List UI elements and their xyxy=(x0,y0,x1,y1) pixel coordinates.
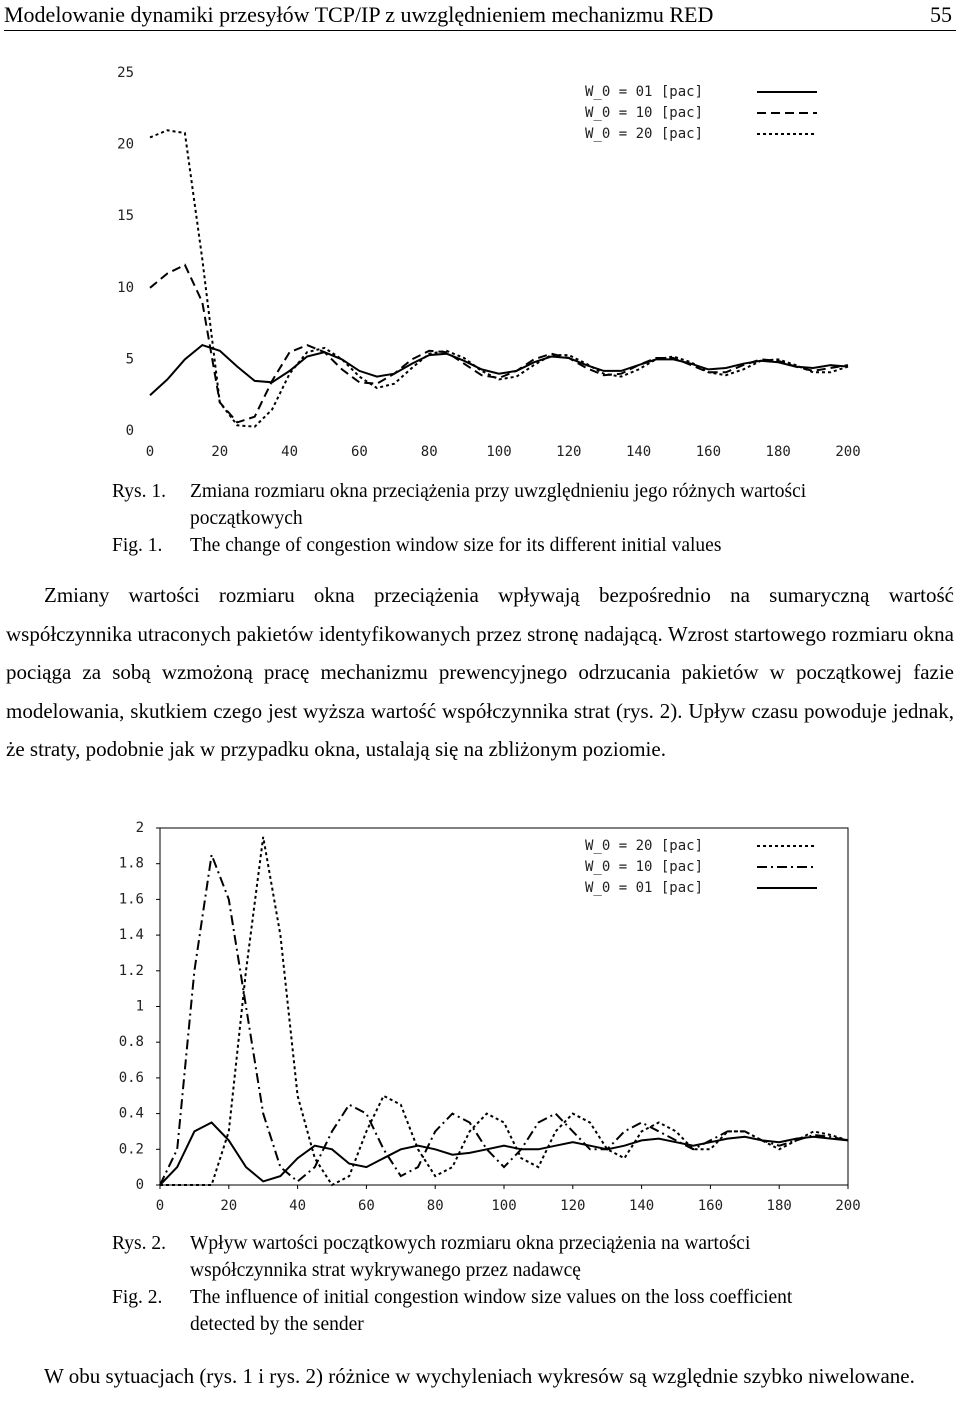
figure-caption: Rys. 1. Zmiana rozmiaru okna przeciążeni… xyxy=(112,478,872,560)
x-tick-label: 80 xyxy=(421,444,438,460)
y-tick-label: 20 xyxy=(117,137,134,153)
data-line xyxy=(149,129,849,428)
legend-label: W_0 = 20 [pac] xyxy=(585,126,703,142)
legend-label: W_0 = 01 [pac] xyxy=(585,880,703,896)
y-tick-label: 10 xyxy=(117,280,134,296)
x-tick-label: 20 xyxy=(220,1198,237,1214)
caption-text: The change of congestion window size for… xyxy=(190,535,722,556)
x-tick-label: 180 xyxy=(766,444,791,460)
legend-label: W_0 = 20 [pac] xyxy=(585,838,703,854)
caption-text: The influence of initial congestion wind… xyxy=(190,1287,793,1335)
x-tick-label: 100 xyxy=(491,1198,516,1214)
caption-text: Wpływ wartości początkowych rozmiaru okn… xyxy=(190,1233,751,1281)
y-tick-label: 0 xyxy=(126,423,134,439)
y-tick-label: 0.8 xyxy=(119,1034,144,1050)
header-title: Modelowanie dynamiki przesyłów TCP/IP z … xyxy=(4,2,714,27)
chart: 0 5 10 15 20 25 0 20 40 60 80 100 120 140 160 180 200 W_0… xyxy=(117,65,861,460)
x-tick-label: 160 xyxy=(696,444,721,460)
x-tick-label: 40 xyxy=(281,444,298,460)
x-tick-label: 60 xyxy=(358,1198,375,1214)
x-tick-label: 60 xyxy=(351,444,368,460)
data-line xyxy=(159,850,849,1186)
y-tick-label: 0.2 xyxy=(119,1141,144,1157)
x-tick-label: 120 xyxy=(556,444,581,460)
caption-label: Rys. 2. xyxy=(112,1233,166,1254)
caption-label: Fig. 1. xyxy=(112,535,163,556)
paragraph: Zmiany wartości rozmiaru okna przeciążen… xyxy=(6,583,954,761)
caption-text: Zmiana rozmiaru okna przeciążenia przy u… xyxy=(190,481,807,529)
running-header: Modelowanie dynamiki przesyłów TCP/IP z … xyxy=(4,2,956,31)
chart: 00.20.40.60.811.21.41.61.820 20 40 60 80 100 1… xyxy=(119,820,861,1214)
y-tick-label: 1.6 xyxy=(119,891,144,907)
y-tick-label: 1 xyxy=(136,999,144,1015)
y-tick-label: 1.8 xyxy=(119,856,144,872)
y-tick-label: 0 xyxy=(136,1177,144,1193)
data-line xyxy=(160,836,849,1187)
x-tick-label: 180 xyxy=(767,1198,792,1214)
caption-label: Fig. 2. xyxy=(112,1287,163,1308)
y-tick-label: 5 xyxy=(126,351,134,367)
x-tick-label: 100 xyxy=(486,444,511,460)
x-tick-label: 160 xyxy=(698,1198,723,1214)
figure-caption: Rys. 2. Wpływ wartości początkowych rozm… xyxy=(112,1230,872,1340)
legend-label: W_0 = 10 [pac] xyxy=(585,859,703,875)
x-tick-label: 0 xyxy=(156,1198,164,1214)
x-tick-label: 20 xyxy=(211,444,228,460)
x-tick-label: 140 xyxy=(626,444,651,460)
paragraph: W obu sytuacjach (rys. 1 i rys. 2) różni… xyxy=(44,1364,915,1388)
legend-label: W_0 = 01 [pac] xyxy=(585,84,703,100)
x-tick-label: 0 xyxy=(146,444,154,460)
x-tick-label: 80 xyxy=(427,1198,444,1214)
x-tick-label: 140 xyxy=(629,1198,654,1214)
y-tick-label: 2 xyxy=(136,820,144,836)
y-tick-label: 0.6 xyxy=(119,1070,144,1086)
data-line xyxy=(149,263,849,424)
caption-label: Rys. 1. xyxy=(112,481,166,502)
y-tick-label: 1.4 xyxy=(119,927,144,943)
x-tick-label: 200 xyxy=(835,444,860,460)
y-tick-label: 15 xyxy=(117,208,134,224)
y-tick-label: 0.4 xyxy=(119,1106,144,1122)
legend-label: W_0 = 10 [pac] xyxy=(585,105,703,121)
x-tick-label: 40 xyxy=(289,1198,306,1214)
y-tick-label: 1.2 xyxy=(119,963,144,979)
data-line xyxy=(159,1121,849,1186)
y-tick-label: 25 xyxy=(117,65,134,81)
page-number: 55 xyxy=(930,2,952,27)
x-tick-label: 120 xyxy=(560,1198,585,1214)
data-line xyxy=(149,343,849,396)
x-tick-label: 200 xyxy=(835,1198,860,1214)
